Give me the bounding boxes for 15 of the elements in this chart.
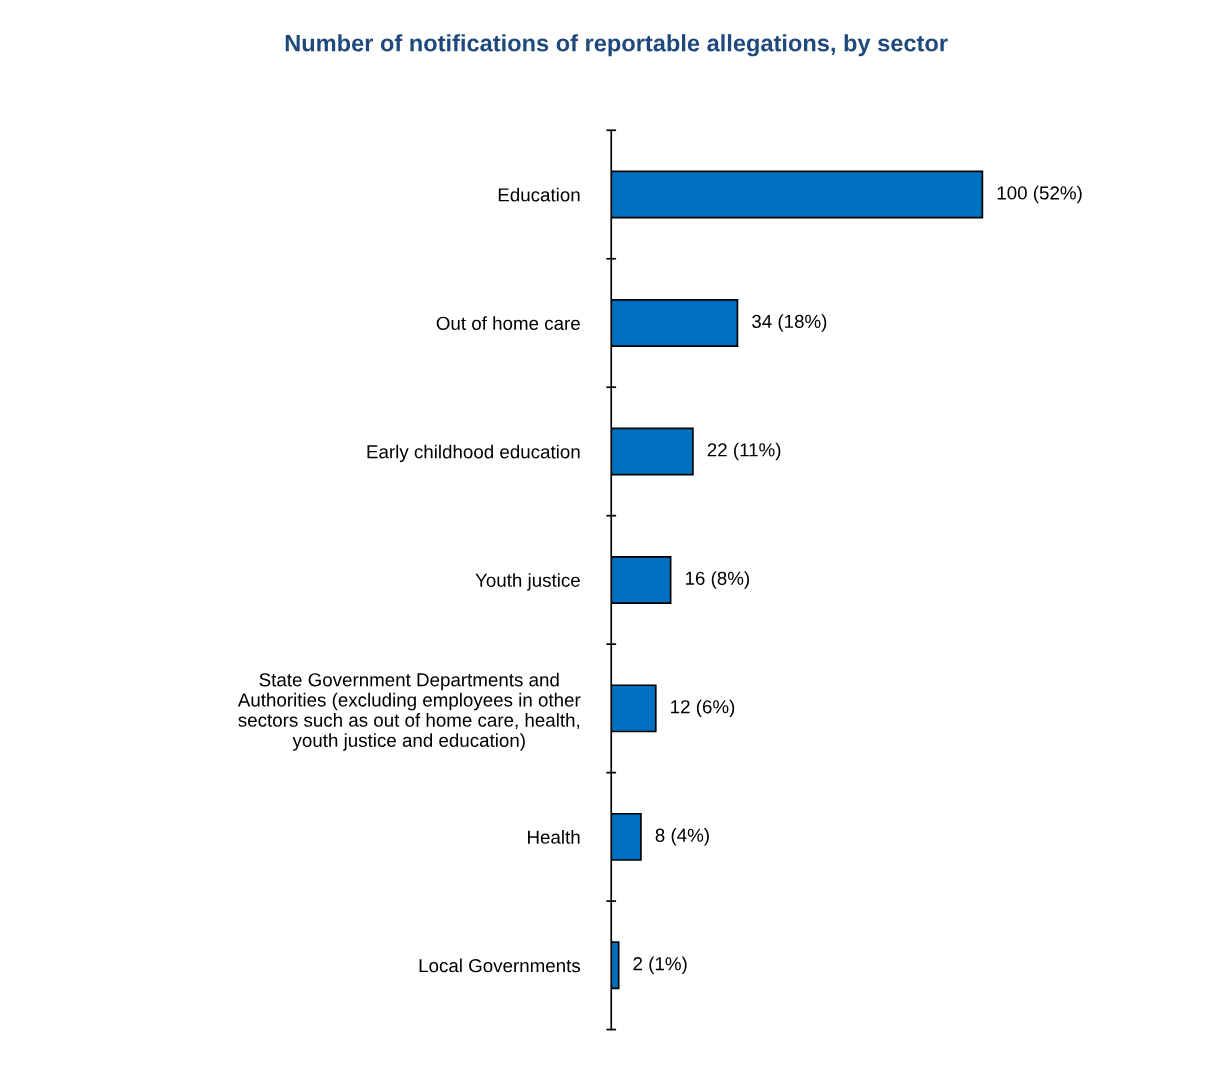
- y-tick-label: Early childhood education: [367, 444, 580, 463]
- y-tick-label: Out of home care: [436, 316, 580, 330]
- data-label: 12 (6%): [671, 699, 735, 718]
- y-tick-label: Youth justice: [475, 573, 580, 591]
- data-label: 100 (52%): [997, 185, 1082, 204]
- data-label: 22 (11%): [707, 442, 781, 461]
- data-label: 8 (4%): [655, 828, 709, 846]
- y-tick-label: State Government Departments and Authorities (excluding employees in other sectors such as out of home care, health, youth justice and education): [237, 672, 581, 751]
- chart-title: Number of notifications of reportable allegations, by sector: [285, 34, 948, 57]
- data-label: 34 (18%): [752, 314, 827, 332]
- y-tick-label: Local Governments: [419, 958, 581, 973]
- y-tick-label: Education: [498, 187, 580, 202]
- y-tick-label: Health: [528, 830, 580, 844]
- data-label: 2 (1%): [633, 956, 687, 975]
- data-label: 16 (8%): [685, 571, 750, 589]
